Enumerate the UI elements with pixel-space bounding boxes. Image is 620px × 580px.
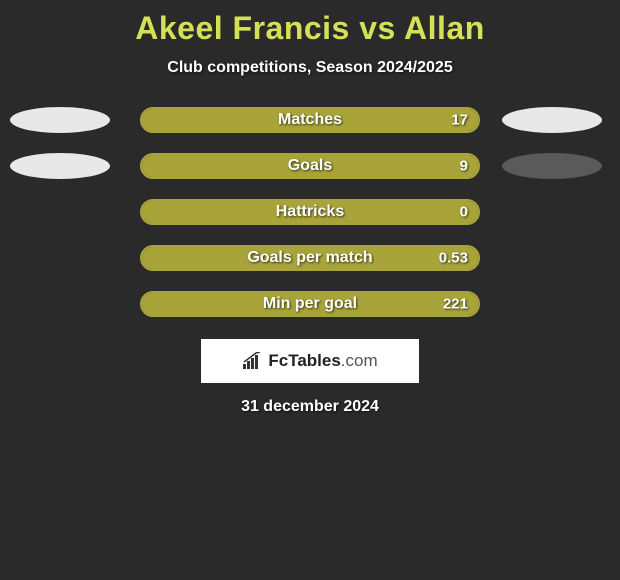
stat-row: Min per goal221 — [0, 291, 620, 317]
stat-bar: Goals per match0.53 — [140, 245, 480, 271]
stat-label: Goals — [142, 157, 478, 175]
stat-bar: Goals9 — [140, 153, 480, 179]
stat-bar: Min per goal221 — [140, 291, 480, 317]
logo-text: FcTables.com — [268, 351, 377, 371]
stat-label: Matches — [142, 111, 478, 129]
subtitle: Club competitions, Season 2024/2025 — [0, 59, 620, 77]
stat-label: Hattricks — [142, 203, 478, 221]
stat-row: Hattricks0 — [0, 199, 620, 225]
player-right-ellipse — [502, 107, 602, 133]
stat-value-right: 17 — [451, 112, 468, 129]
stat-bar: Hattricks0 — [140, 199, 480, 225]
page-title: Akeel Francis vs Allan — [0, 0, 620, 47]
player-right-ellipse — [502, 153, 602, 179]
stat-value-right: 0.53 — [439, 250, 468, 267]
logo-brand-light: .com — [341, 351, 378, 370]
stat-value-right: 0 — [460, 204, 468, 221]
stat-row: Goals9 — [0, 153, 620, 179]
player-left-ellipse — [10, 107, 110, 133]
date-line: 31 december 2024 — [0, 398, 620, 416]
stat-label: Min per goal — [142, 295, 478, 313]
stat-label: Goals per match — [142, 249, 478, 267]
logo: FcTables.com — [242, 351, 377, 371]
stat-row: Goals per match0.53 — [0, 245, 620, 271]
player-left-ellipse — [10, 153, 110, 179]
stat-row: Matches17 — [0, 107, 620, 133]
logo-box: FcTables.com — [201, 339, 419, 383]
stat-value-right: 221 — [443, 296, 468, 313]
chart-icon — [242, 352, 264, 370]
stats-container: Matches17 Goals9 Hattricks0 Goals per match… — [0, 107, 620, 317]
logo-brand-bold: FcTables — [268, 351, 340, 370]
stat-value-right: 9 — [460, 158, 468, 175]
stat-bar: Matches17 — [140, 107, 480, 133]
